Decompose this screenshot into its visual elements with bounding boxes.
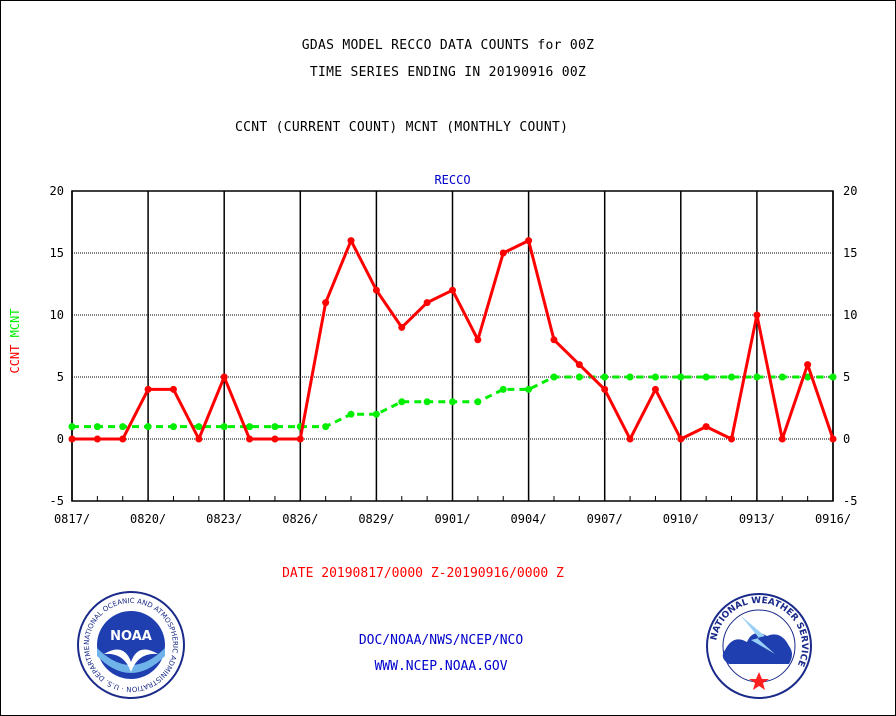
y-tick-label-left: 0 bbox=[57, 432, 64, 446]
data-point-ccnt bbox=[144, 385, 152, 393]
data-point-mcnt bbox=[651, 373, 659, 381]
x-tick-label: 0817/ bbox=[54, 512, 90, 526]
data-point-ccnt bbox=[728, 435, 736, 443]
data-point-ccnt bbox=[702, 423, 710, 431]
x-tick-label: 0907/ bbox=[587, 512, 623, 526]
y-tick-label-right: 10 bbox=[843, 308, 857, 322]
data-point-mcnt bbox=[753, 373, 761, 381]
x-tick-label: 0826/ bbox=[282, 512, 318, 526]
data-point-ccnt bbox=[474, 336, 482, 344]
y-tick-label-right: 0 bbox=[843, 432, 850, 446]
chart-title-line1: GDAS MODEL RECCO DATA COUNTS for 00Z bbox=[301, 38, 595, 53]
data-point-mcnt bbox=[144, 423, 152, 431]
x-tick-label: 0904/ bbox=[511, 512, 547, 526]
x-tick-label: 0829/ bbox=[358, 512, 394, 526]
chart-title-line3: CCNT (CURRENT COUNT) MCNT (MONTHLY COUNT… bbox=[235, 120, 569, 135]
data-point-mcnt bbox=[169, 423, 177, 431]
data-point-ccnt bbox=[220, 373, 228, 381]
data-point-ccnt bbox=[525, 237, 533, 245]
data-point-mcnt bbox=[550, 373, 558, 381]
date-range-label: DATE 20190817/0000 Z-20190916/0000 Z bbox=[282, 566, 564, 581]
data-point-ccnt bbox=[677, 435, 685, 443]
data-point-ccnt bbox=[372, 286, 380, 294]
noaa-logo-text: NOAA bbox=[110, 629, 152, 644]
chart-title-line2: TIME SERIES ENDING IN 20190916 00Z bbox=[309, 65, 587, 80]
data-point-mcnt bbox=[829, 373, 837, 381]
data-point-ccnt bbox=[550, 336, 558, 344]
data-point-mcnt bbox=[499, 385, 507, 393]
data-point-ccnt bbox=[93, 435, 101, 443]
x-tick-label: 0901/ bbox=[434, 512, 470, 526]
data-point-mcnt bbox=[93, 423, 101, 431]
data-point-ccnt bbox=[575, 361, 583, 369]
credit-label: DOC/NOAA/NWS/NCEP/NCO bbox=[358, 633, 524, 648]
y-tick-label-left: 20 bbox=[50, 184, 64, 198]
x-tick-label: 0913/ bbox=[739, 512, 775, 526]
data-point-ccnt bbox=[423, 299, 431, 307]
y-tick-label-right: 15 bbox=[843, 246, 857, 260]
data-point-ccnt bbox=[195, 435, 203, 443]
data-point-mcnt bbox=[347, 410, 355, 418]
y-axis-label-ccnt: CCNT bbox=[8, 345, 22, 374]
data-point-mcnt bbox=[728, 373, 736, 381]
data-point-ccnt bbox=[651, 385, 659, 393]
data-point-ccnt bbox=[753, 311, 761, 319]
data-point-mcnt bbox=[449, 398, 456, 406]
data-point-mcnt bbox=[804, 373, 812, 381]
data-point-mcnt bbox=[119, 423, 127, 431]
data-point-mcnt bbox=[575, 373, 583, 381]
y-axis-label: CCNT MCNT bbox=[8, 308, 22, 373]
data-point-ccnt bbox=[68, 435, 76, 443]
data-point-ccnt bbox=[829, 435, 837, 443]
x-tick-label: 0916/ bbox=[815, 512, 851, 526]
data-point-mcnt bbox=[601, 373, 609, 381]
data-point-mcnt bbox=[220, 423, 228, 431]
data-point-mcnt bbox=[525, 385, 533, 393]
data-point-ccnt bbox=[398, 323, 406, 331]
data-point-ccnt bbox=[169, 385, 177, 393]
data-point-mcnt bbox=[372, 410, 380, 418]
data-point-mcnt bbox=[195, 423, 203, 431]
data-point-ccnt bbox=[119, 435, 127, 443]
y-tick-label-left: 10 bbox=[50, 308, 64, 322]
plot-title: RECCO bbox=[434, 173, 470, 187]
y-tick-label-right: 5 bbox=[843, 370, 850, 384]
y-tick-label-left: 5 bbox=[57, 370, 64, 384]
x-tick-label: 0820/ bbox=[130, 512, 166, 526]
x-tick-label: 0823/ bbox=[206, 512, 242, 526]
data-point-ccnt bbox=[449, 286, 456, 294]
data-point-mcnt bbox=[474, 398, 482, 406]
data-point-ccnt bbox=[347, 237, 355, 245]
data-point-ccnt bbox=[804, 361, 812, 369]
data-point-mcnt bbox=[398, 398, 406, 406]
data-point-ccnt bbox=[296, 435, 304, 443]
data-point-mcnt bbox=[68, 423, 76, 431]
nws-logo: NATIONAL WEATHER SERVICE bbox=[706, 593, 812, 699]
data-point-mcnt bbox=[246, 423, 254, 431]
data-point-ccnt bbox=[626, 435, 634, 443]
data-point-ccnt bbox=[271, 435, 279, 443]
y-axis-label-mcnt: MCNT bbox=[8, 308, 22, 344]
data-point-mcnt bbox=[271, 423, 279, 431]
data-point-mcnt bbox=[702, 373, 710, 381]
data-point-mcnt bbox=[423, 398, 431, 406]
data-point-ccnt bbox=[601, 385, 609, 393]
y-tick-label-right: -5 bbox=[843, 494, 857, 508]
data-point-ccnt bbox=[778, 435, 786, 443]
data-point-ccnt bbox=[499, 249, 507, 257]
y-tick-label-left: 15 bbox=[50, 246, 64, 260]
data-point-mcnt bbox=[626, 373, 634, 381]
data-point-ccnt bbox=[246, 435, 254, 443]
x-tick-label: 0910/ bbox=[663, 512, 699, 526]
website-label: WWW.NCEP.NOAA.GOV bbox=[374, 659, 508, 674]
y-tick-label-right: 20 bbox=[843, 184, 857, 198]
data-point-mcnt bbox=[677, 373, 685, 381]
data-point-mcnt bbox=[322, 423, 330, 431]
plot-border bbox=[71, 190, 834, 502]
data-point-mcnt bbox=[778, 373, 786, 381]
y-tick-label-left: -5 bbox=[50, 494, 64, 508]
noaa-logo: NATIONAL OCEANIC AND ATMOSPHERIC ADMINIS… bbox=[76, 590, 185, 699]
data-point-ccnt bbox=[322, 299, 330, 307]
